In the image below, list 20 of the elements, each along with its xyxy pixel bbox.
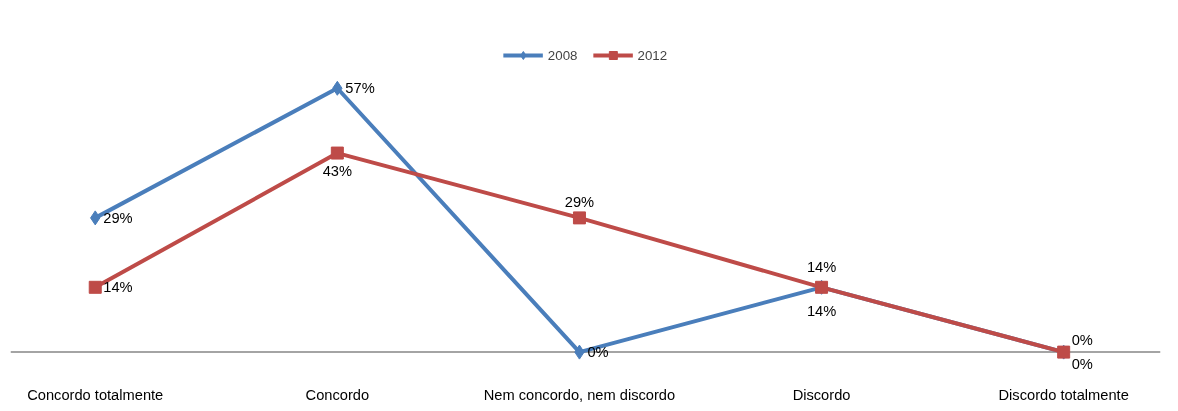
data-label: 43% bbox=[322, 163, 353, 180]
data-label: 29% bbox=[103, 209, 133, 226]
point bbox=[88, 280, 102, 294]
data-label: 29% bbox=[564, 193, 595, 210]
data-label: 0% bbox=[587, 344, 609, 361]
point bbox=[572, 211, 586, 225]
data-label: 14% bbox=[103, 279, 133, 296]
x-tick-label: Concordo totalmente bbox=[27, 386, 164, 403]
data-label: 14% bbox=[806, 303, 837, 320]
x-tick-label: Discordo totalmente bbox=[998, 386, 1129, 403]
data-label: 0% bbox=[1071, 356, 1093, 373]
x-tick-label: Discordo bbox=[792, 386, 851, 403]
legend-label: 2008 bbox=[547, 47, 578, 63]
legend-label: 2012 bbox=[637, 47, 668, 63]
data-label: 14% bbox=[806, 259, 837, 276]
x-tick-label: Nem concordo, nem discordo bbox=[483, 386, 676, 403]
data-label: 0% bbox=[1071, 332, 1093, 349]
x-tick-label: Concordo bbox=[305, 386, 370, 403]
data-label: 57% bbox=[345, 80, 375, 97]
point bbox=[330, 146, 344, 160]
